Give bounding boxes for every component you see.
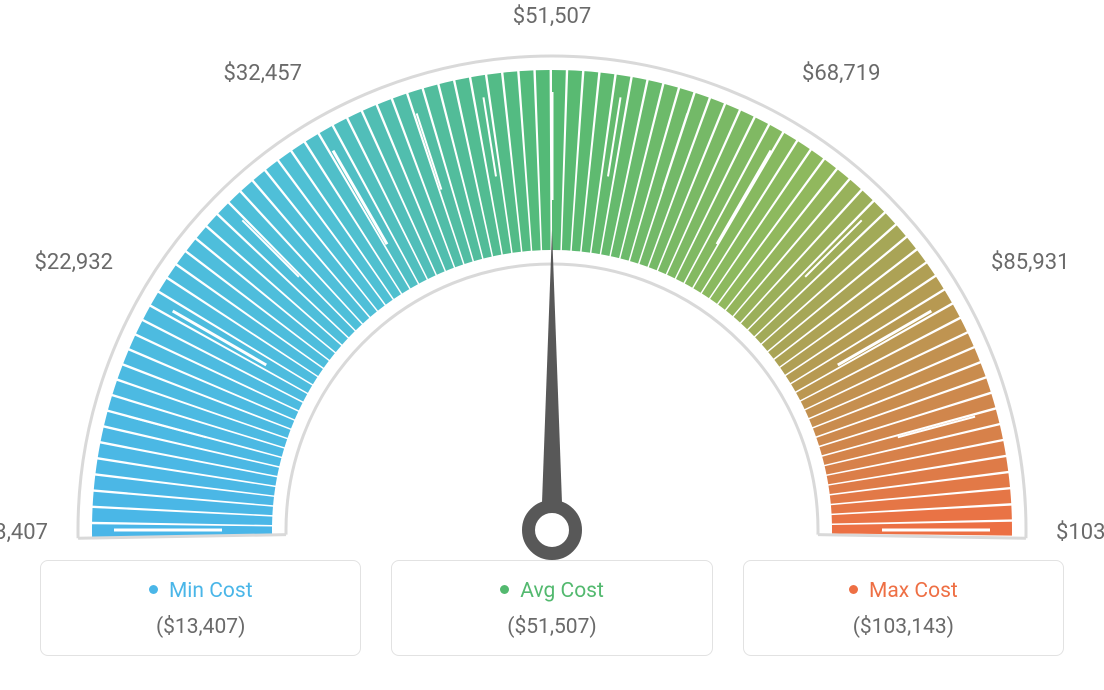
legend-card-min: Min Cost ($13,407) [40, 560, 361, 656]
gauge-tick-label: $22,932 [34, 250, 113, 275]
legend-card-avg: Avg Cost ($51,507) [391, 560, 712, 656]
gauge-needle [541, 230, 563, 530]
legend-dot-min [149, 585, 158, 594]
gauge-tick-label: $103,143 [1056, 520, 1104, 545]
legend-value-max: ($103,143) [754, 615, 1053, 639]
legend-title-max: Max Cost [754, 579, 1053, 603]
gauge-tick-label: $85,931 [991, 250, 1070, 275]
legend-title-avg: Avg Cost [402, 579, 701, 603]
gauge-chart: $13,407 $22,932 $32,457 $51,507 $68,719 $85,9… [0, 0, 1104, 560]
gauge-svg [0, 0, 1104, 560]
legend-dot-max [849, 585, 858, 594]
gauge-tick-label: $51,507 [513, 4, 592, 29]
legend-card-max: Max Cost ($103,143) [743, 560, 1064, 656]
gauge-needle-hub [529, 507, 576, 554]
legend-title-text-min: Min Cost [169, 579, 253, 603]
legend-value-min: ($13,407) [51, 615, 350, 639]
legend-value-avg: ($51,507) [402, 615, 701, 639]
gauge-tick-label: $13,407 [0, 520, 48, 545]
gauge-tick-label: $68,719 [802, 61, 881, 86]
legend-title-min: Min Cost [51, 579, 350, 603]
legend-dot-avg [500, 585, 509, 594]
gauge-tick-label: $32,457 [223, 61, 302, 86]
legend-row: Min Cost ($13,407) Avg Cost ($51,507) Ma… [0, 560, 1104, 656]
legend-title-text-max: Max Cost [869, 579, 958, 603]
legend-title-text-avg: Avg Cost [520, 579, 604, 603]
